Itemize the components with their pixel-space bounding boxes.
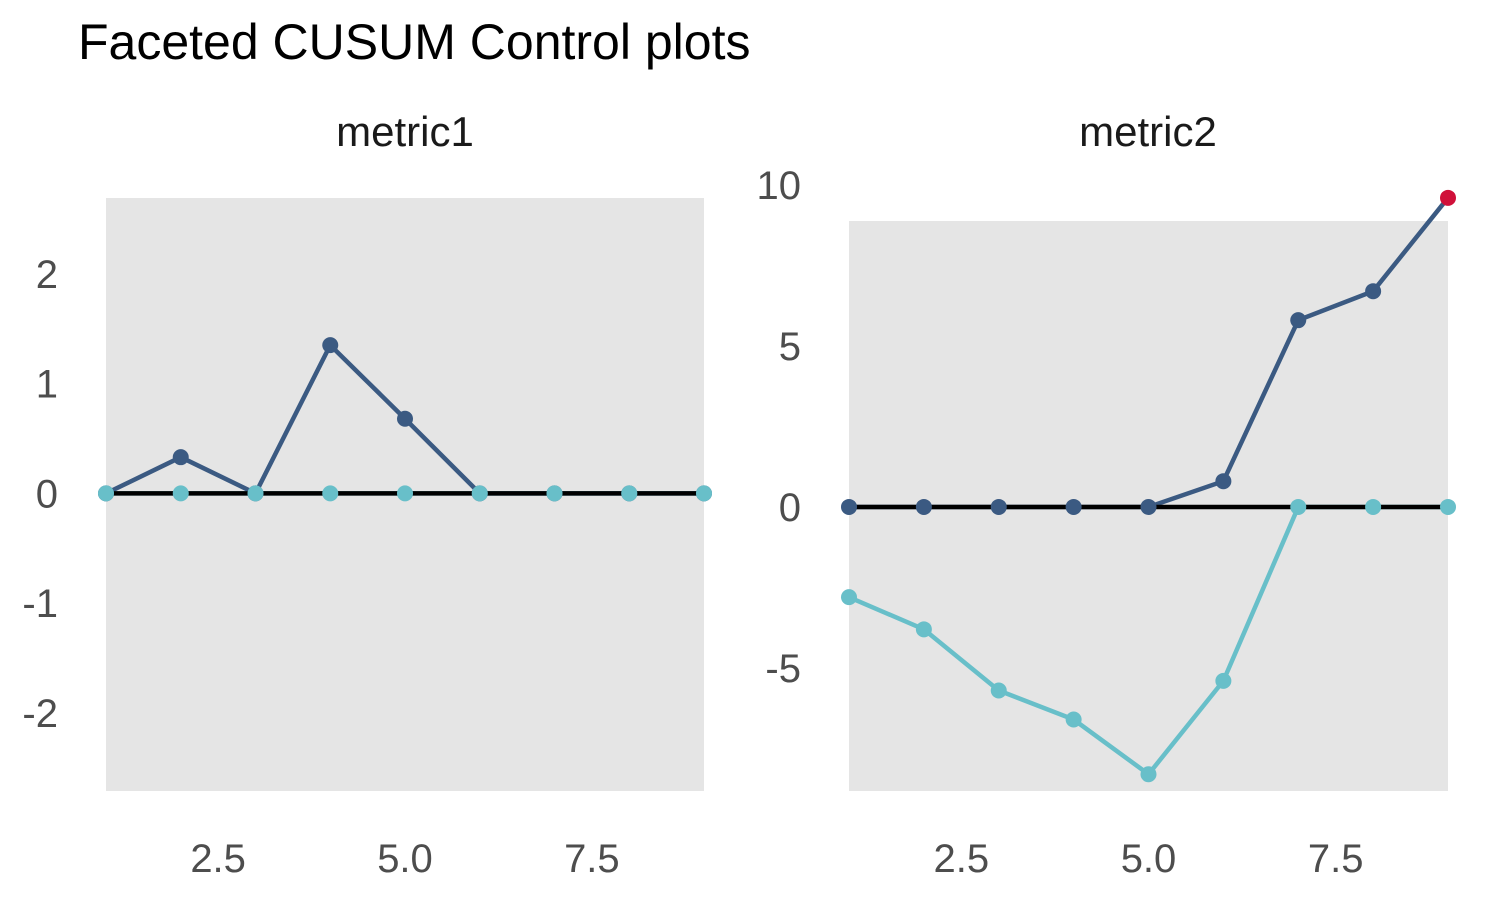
- cusum-lower-point: [696, 485, 712, 502]
- cusum-lower-point: [98, 485, 114, 502]
- chart-title: Faceted CUSUM Control plots: [78, 14, 751, 70]
- signal-point: [1440, 189, 1456, 206]
- x-tick-label: 5.0: [1121, 837, 1177, 881]
- y-tick-label: -2: [22, 692, 58, 736]
- cusum-lower-point: [397, 485, 413, 502]
- cusum-lower-point: [546, 485, 563, 502]
- cusum-lower-point: [1215, 672, 1232, 689]
- y-tick-label: -1: [22, 582, 58, 626]
- cusum-lower-point: [471, 485, 488, 502]
- cusum-upper-point: [1365, 283, 1382, 300]
- y-tick-label: 2: [36, 253, 58, 297]
- y-tick-label: 5: [779, 325, 801, 369]
- cusum-lower-point: [1290, 498, 1307, 515]
- cusum-upper-point: [1290, 312, 1307, 329]
- cusum-lower-point: [1440, 498, 1456, 515]
- cusum-upper-point: [322, 337, 339, 354]
- cusum-lower-point: [990, 682, 1007, 699]
- cusum-lower-point: [1140, 766, 1157, 783]
- cusum-lower-point: [621, 485, 638, 502]
- cusum-upper-point: [1215, 473, 1232, 490]
- cusum-upper-point: [1065, 498, 1082, 515]
- facet-title-metric1: metric1: [336, 108, 474, 155]
- cusum-lower-point: [841, 589, 857, 606]
- cusum-upper-point: [841, 498, 857, 515]
- y-tick-label: 1: [36, 363, 58, 407]
- cusum-lower-point: [247, 485, 264, 502]
- cusum-upper-point: [172, 449, 189, 466]
- cusum-lower-point: [1065, 711, 1082, 728]
- cusum-lower-point: [322, 485, 339, 502]
- x-tick-label: 7.5: [564, 837, 620, 881]
- cusum-lower-point: [1365, 498, 1382, 515]
- y-tick-label: 10: [757, 164, 802, 208]
- cusum-lower-point: [172, 485, 189, 502]
- x-tick-label: 5.0: [377, 837, 433, 881]
- cusum-lower-point: [915, 621, 932, 638]
- cusum-upper-point: [915, 498, 932, 515]
- y-tick-label: 0: [779, 486, 801, 530]
- facet-title-metric2: metric2: [1079, 108, 1217, 155]
- x-tick-label: 7.5: [1308, 837, 1364, 881]
- x-tick-label: 2.5: [190, 837, 246, 881]
- cusum-upper-point: [990, 498, 1007, 515]
- y-tick-label: 0: [36, 472, 58, 516]
- cusum-upper-point: [397, 410, 413, 427]
- x-tick-label: 2.5: [934, 837, 990, 881]
- cusum-upper-point: [1140, 498, 1157, 515]
- y-tick-label: -5: [765, 647, 801, 691]
